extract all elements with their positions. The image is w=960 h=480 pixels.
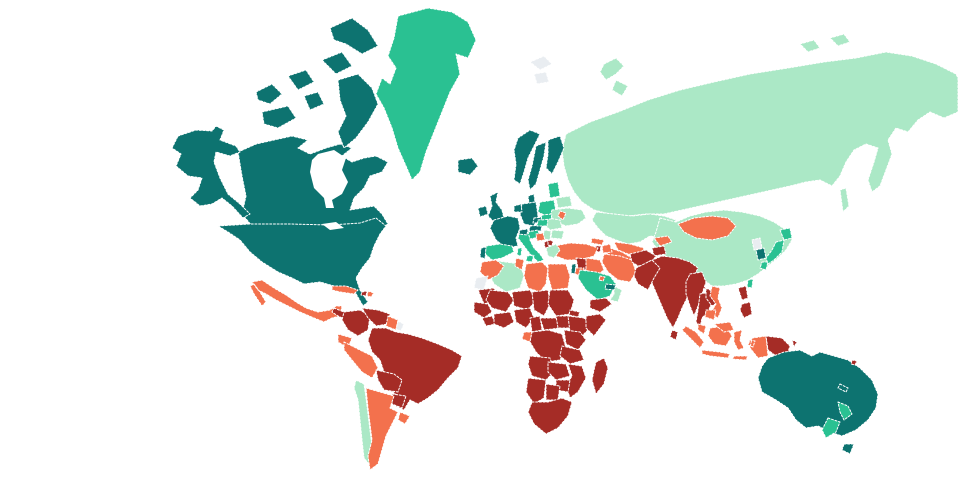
country-tanzania[interactable] <box>559 345 585 365</box>
country-russia[interactable] <box>561 33 959 217</box>
country-indonesia[interactable] <box>681 325 769 361</box>
country-north-korea[interactable] <box>751 237 763 251</box>
country-malaysia[interactable] <box>697 321 735 335</box>
country-congo-drc[interactable] <box>529 329 567 363</box>
country-colombia[interactable] <box>341 309 371 337</box>
country-saudi-arabia[interactable] <box>577 269 617 301</box>
country-argentina[interactable] <box>365 387 399 471</box>
country-papua-new-guinea[interactable] <box>765 335 798 359</box>
country-slovakia[interactable] <box>540 213 553 221</box>
country-japan[interactable] <box>759 227 793 271</box>
country-usa[interactable] <box>171 125 387 307</box>
country-dominican-republic[interactable] <box>366 290 375 298</box>
country-chad[interactable] <box>531 289 551 317</box>
country-bulgaria[interactable] <box>550 229 565 240</box>
country-madagascar[interactable] <box>591 357 609 395</box>
country-philippines[interactable] <box>737 285 753 319</box>
country-uruguay[interactable] <box>397 411 411 425</box>
country-benelux[interactable] <box>513 203 523 213</box>
country-israel[interactable] <box>570 263 577 275</box>
country-egypt[interactable] <box>547 263 571 291</box>
country-finland[interactable] <box>545 135 565 175</box>
country-western-sahara[interactable] <box>473 275 489 291</box>
country-french-guiana[interactable] <box>395 320 405 332</box>
country-fiji[interactable] <box>850 359 858 366</box>
country-svalbard[interactable] <box>529 55 553 85</box>
country-greenland[interactable] <box>375 7 477 181</box>
country-sweden[interactable] <box>527 141 547 191</box>
country-new-caledonia[interactable] <box>837 383 849 393</box>
country-kyrgyzstan[interactable] <box>653 235 673 247</box>
country-kuwait[interactable] <box>598 275 606 282</box>
country-portugal[interactable] <box>479 246 487 260</box>
country-iran[interactable] <box>601 253 637 283</box>
country-mongolia[interactable] <box>677 215 737 241</box>
country-moldova[interactable] <box>557 210 567 221</box>
country-baltics[interactable] <box>547 181 561 199</box>
country-south-africa[interactable] <box>527 397 573 435</box>
country-georgia[interactable] <box>590 237 605 246</box>
country-namibia[interactable] <box>525 377 547 405</box>
country-tunisia[interactable] <box>514 257 525 271</box>
country-yemen[interactable] <box>589 297 613 313</box>
country-sri-lanka[interactable] <box>669 329 679 341</box>
country-oman[interactable] <box>609 285 623 303</box>
country-somalia[interactable] <box>585 313 607 337</box>
hudson-bay <box>310 150 348 208</box>
country-libya[interactable] <box>523 261 549 293</box>
country-zambia[interactable] <box>547 361 571 381</box>
country-tajikistan[interactable] <box>651 245 667 257</box>
country-guyana-suriname[interactable] <box>385 315 399 331</box>
country-uganda-kenya[interactable] <box>563 329 587 351</box>
country-cameroon[interactable] <box>529 315 543 333</box>
country-bolivia[interactable] <box>375 369 403 393</box>
country-eritrea[interactable] <box>568 309 581 318</box>
country-belarus[interactable] <box>555 195 573 209</box>
country-ivory-coast-ghana[interactable] <box>493 311 515 329</box>
country-denmark[interactable] <box>527 193 536 204</box>
country-botswana[interactable] <box>545 383 561 401</box>
country-pakistan[interactable] <box>633 259 661 291</box>
country-myanmar[interactable] <box>685 271 707 317</box>
country-haiti[interactable] <box>360 290 368 297</box>
country-australia[interactable] <box>757 349 879 455</box>
country-greece[interactable] <box>545 243 561 259</box>
country-canada-arctic-islands[interactable] <box>255 17 379 149</box>
country-ireland[interactable] <box>477 205 489 218</box>
country-senegal-guinea[interactable] <box>473 301 493 319</box>
country-cambodia[interactable] <box>704 309 717 321</box>
country-iceland[interactable] <box>457 157 479 176</box>
country-nigeria[interactable] <box>513 307 535 329</box>
country-niger[interactable] <box>511 289 537 311</box>
country-peru[interactable] <box>343 341 379 379</box>
country-macedonia[interactable] <box>547 239 554 247</box>
country-new-zealand[interactable] <box>821 401 853 439</box>
country-mozambique[interactable] <box>565 363 587 399</box>
country-uae[interactable] <box>604 283 617 291</box>
great-lakes <box>322 222 344 230</box>
country-morocco[interactable] <box>479 259 505 281</box>
country-taiwan[interactable] <box>746 278 754 289</box>
country-azerbaijan[interactable] <box>601 243 613 254</box>
country-mexico[interactable] <box>249 279 343 323</box>
country-norway[interactable] <box>513 129 541 185</box>
country-spain[interactable] <box>484 243 515 261</box>
country-hungary[interactable] <box>536 218 549 227</box>
country-france[interactable] <box>489 215 521 249</box>
country-cuba[interactable] <box>331 285 359 295</box>
country-bosnia[interactable] <box>535 232 546 242</box>
country-switzerland[interactable] <box>518 228 529 236</box>
